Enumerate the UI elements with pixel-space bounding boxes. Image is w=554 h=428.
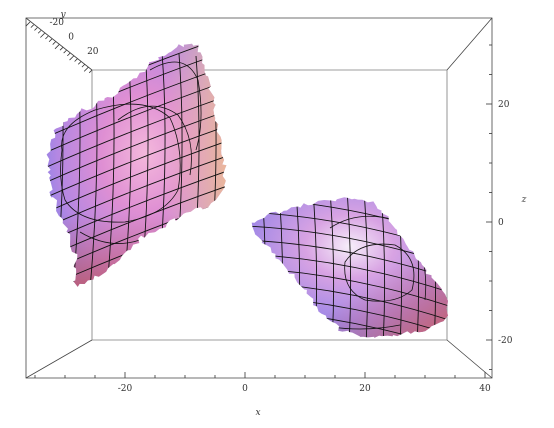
z-tick-label: 0 xyxy=(498,218,504,228)
y-tick-mark xyxy=(59,47,64,51)
z-axis-title: z xyxy=(521,195,527,205)
y-tick-mark xyxy=(52,41,56,45)
mesh-line xyxy=(46,79,227,156)
y-axis-title: y xyxy=(59,10,66,20)
y-tick-label: 20 xyxy=(87,47,99,57)
y-tick-mark xyxy=(54,44,60,50)
y-tick-mark xyxy=(40,33,45,38)
x-tick-label: 0 xyxy=(242,384,248,394)
y-tick-mark xyxy=(83,66,89,72)
y-tick-mark xyxy=(77,61,82,65)
x-axis-title: x xyxy=(255,408,260,418)
z-tick-label: 20 xyxy=(498,100,510,110)
y-tick-mark xyxy=(67,52,71,57)
y-tick-mark xyxy=(88,69,93,74)
y-axis: -200 20 xyxy=(25,18,99,74)
x-tick-label: 20 xyxy=(359,384,371,394)
y-tick-mark xyxy=(45,35,49,40)
mesh-line xyxy=(46,94,227,171)
y-tick-mark xyxy=(30,24,34,28)
mesh-line xyxy=(46,139,227,216)
y-tick-mark xyxy=(69,55,75,61)
y-tick-mark xyxy=(37,30,42,34)
x-tick-label: -20 xyxy=(118,384,133,394)
y-tick-mark xyxy=(74,58,78,62)
surface-left xyxy=(46,43,227,287)
mesh-line xyxy=(46,109,227,186)
y-tick-mark xyxy=(63,49,67,54)
x-tick-label: 40 xyxy=(479,384,491,394)
y-tick-mark xyxy=(48,38,53,43)
mesh-line xyxy=(261,197,267,338)
y-tick-mark xyxy=(81,64,85,68)
surface-right xyxy=(251,197,448,338)
mesh-line xyxy=(363,197,369,338)
y-tick-mark xyxy=(34,27,38,31)
y-tick-label: 0 xyxy=(68,32,74,42)
y-tick-label: -20 xyxy=(50,18,65,28)
x-axis: -20 0 20 40 xyxy=(34,372,491,394)
mesh-line xyxy=(224,59,227,287)
y-tick-mark xyxy=(25,21,31,27)
z-axis: 20 0 -20 xyxy=(486,44,513,370)
z-tick-label: -20 xyxy=(498,336,513,346)
surface-left-contours xyxy=(60,61,202,244)
mesh-line xyxy=(346,197,352,338)
